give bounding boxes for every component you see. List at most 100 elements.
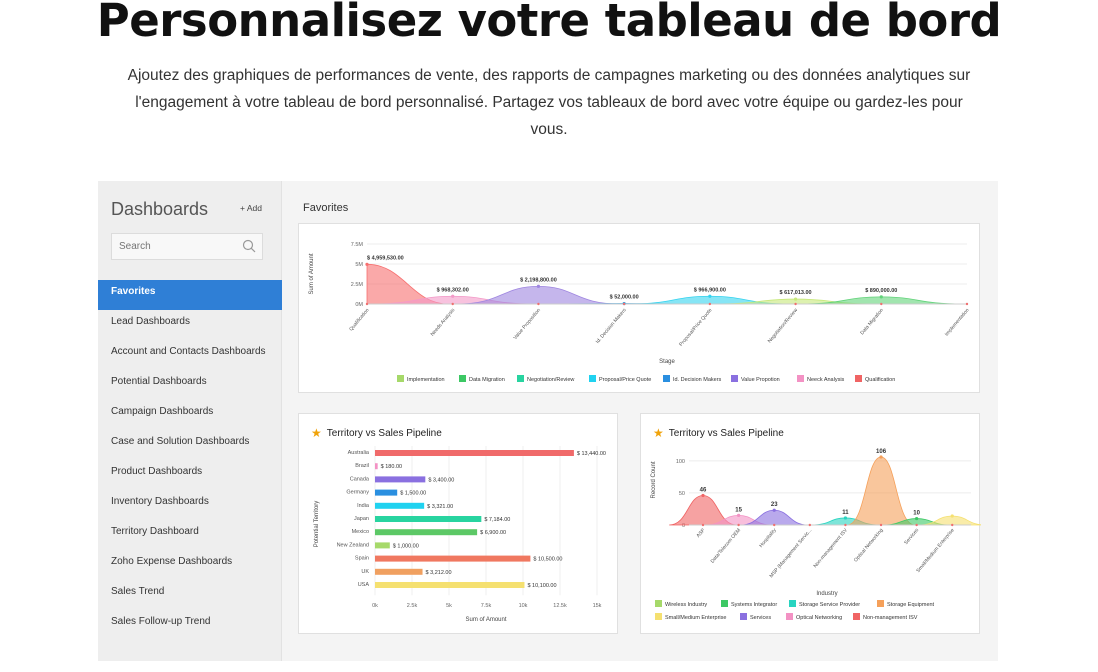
data-label: $ 52,000.00 xyxy=(610,295,639,301)
industry-area-chart: 0 50 100 Record Count 46 15 23 11 106 10 ASP Data/T… xyxy=(651,449,987,621)
data-label: 106 xyxy=(876,449,887,455)
sidebar-title: Dashboards xyxy=(111,199,209,219)
sidebar-item[interactable]: Potential Dashboards xyxy=(111,376,207,387)
data-label: 46 xyxy=(700,487,707,493)
sidebar-item[interactable]: Account and Contacts Dashboards xyxy=(111,346,266,357)
data-label: $ 10,500.00 xyxy=(533,557,562,563)
data-label: $ 10,100.00 xyxy=(527,583,556,589)
legend-swatch xyxy=(663,375,670,382)
data-point xyxy=(950,514,954,518)
y-tick-label: 50 xyxy=(679,491,685,497)
data-label: $ 13,440.00 xyxy=(577,451,606,457)
legend-swatch xyxy=(589,375,596,382)
search-input[interactable] xyxy=(112,234,232,259)
y-tick-label: Japan xyxy=(354,516,369,522)
legend-label: Data Migration xyxy=(469,377,505,383)
legend-label: Non-management ISV xyxy=(863,615,918,621)
data-point xyxy=(915,516,919,521)
search-icon[interactable] xyxy=(242,239,256,253)
x-tick-label: ASP xyxy=(695,527,706,539)
sidebar-list: Favorites Lead Dashboards Account and Cont… xyxy=(98,280,282,640)
legend-label: Id. Decision Makers xyxy=(673,377,722,383)
x-axis-label: Industry xyxy=(816,591,837,597)
legend-label: Implementation xyxy=(407,377,445,383)
main-content: Favorites 0M 2.5M 5M 7.5M Sum of Amount $ 4,9… xyxy=(282,181,998,661)
y-tick-label: Spain xyxy=(355,556,369,562)
legend-label: Wireless Industry xyxy=(665,602,707,608)
sidebar-item[interactable]: Sales Follow-up Trend xyxy=(111,616,211,627)
y-tick-label: 100 xyxy=(676,459,685,465)
legend-swatch xyxy=(740,613,747,620)
sidebar-item[interactable]: Inventory Dashboards xyxy=(111,496,209,507)
sidebar-item[interactable]: Lead Dashboards xyxy=(111,316,190,327)
y-tick-label: Mexico xyxy=(352,529,369,535)
sidebar-item[interactable]: Product Dashboards xyxy=(111,466,203,477)
data-label: $ 6,900.00 xyxy=(480,530,506,536)
y-tick-label: 0M xyxy=(355,302,363,308)
legend-label: Systems Integrator xyxy=(731,602,777,608)
x-tick-label: Value Proposition xyxy=(512,307,542,341)
x-tick-label: 5k xyxy=(446,603,452,609)
data-point xyxy=(737,513,741,517)
legend-label: Optical Networking xyxy=(796,615,842,621)
x-tick-label: 2.5k xyxy=(407,603,418,609)
data-point xyxy=(701,493,705,498)
legend-label: Storage Equipment xyxy=(887,602,935,608)
data-point xyxy=(879,455,883,459)
data-label: $ 2,198,800.00 xyxy=(520,277,557,283)
sidebar-item[interactable]: Territory Dashboard xyxy=(111,526,199,537)
x-tick-label: Data/Telecom OEM xyxy=(710,527,742,564)
x-tick-label: Negotiation/Review xyxy=(767,307,800,344)
x-tick-label: Non-management ISV xyxy=(813,527,850,569)
baseline-point xyxy=(737,523,740,527)
baseline-point xyxy=(880,302,883,306)
baseline-point xyxy=(844,523,847,527)
baseline-point xyxy=(808,523,812,527)
legend-swatch xyxy=(459,375,466,382)
baseline-point xyxy=(365,302,369,306)
data-point xyxy=(536,284,541,289)
territory-bar-chart: 0k 2.5k 5k 7.5k 10k 12.5k 15k Sum of Amount Pote… xyxy=(314,446,606,623)
card-title-text: Territory vs Sales Pipeline xyxy=(668,427,784,439)
data-label: $ 617,013.00 xyxy=(780,290,812,296)
data-label: $ 3,400.00 xyxy=(428,477,454,483)
sidebar-item[interactable]: Zoho Expense Dashboards xyxy=(111,556,233,567)
data-label: 23 xyxy=(771,502,778,508)
series-area xyxy=(847,456,915,526)
bar xyxy=(375,463,378,470)
data-point xyxy=(793,297,798,301)
hero-title: Personnalisez votre tableau de bord xyxy=(96,0,1002,47)
bar xyxy=(375,542,390,549)
star-icon[interactable]: ★ xyxy=(653,426,664,440)
card-title-text: Territory vs Sales Pipeline xyxy=(326,427,442,439)
sidebar-item[interactable]: Favorites xyxy=(98,280,282,310)
y-tick-label: 2.5M xyxy=(351,282,364,288)
y-tick-label: Brazil xyxy=(355,463,369,469)
bar xyxy=(375,502,425,509)
sidebar-item[interactable]: Sales Trend xyxy=(111,586,165,597)
legend-label: Negotiation/Review xyxy=(527,377,574,383)
star-icon[interactable]: ★ xyxy=(311,426,322,440)
x-tick-label: 15k xyxy=(593,603,602,609)
data-label: 10 xyxy=(913,511,920,517)
y-tick-label: Australia xyxy=(348,450,370,456)
x-tick-label: Id. Decision Makers xyxy=(595,307,628,345)
y-tick-label: 5M xyxy=(355,262,363,268)
x-tick-label: 0k xyxy=(372,603,378,609)
data-label: $ 968,302.00 xyxy=(437,287,469,293)
y-tick-label: Canada xyxy=(350,476,370,482)
legend-label: Neeck Analysis xyxy=(807,377,845,383)
card-title: ★ Territory vs Sales Pipeline xyxy=(311,426,442,440)
y-tick-label: New Zealand xyxy=(337,542,369,548)
add-dashboard-button[interactable]: + Add xyxy=(240,203,262,213)
sidebar-item[interactable]: Case and Solution Dashboards xyxy=(111,436,250,447)
data-label: $ 3,321.00 xyxy=(427,504,453,510)
bar xyxy=(375,476,426,483)
bar xyxy=(375,555,531,562)
x-tick-label: Optical Networking xyxy=(853,527,885,563)
legend-swatch xyxy=(721,600,728,607)
sidebar-item[interactable]: Campaign Dashboards xyxy=(111,406,214,417)
legend-label: Storage Service Provider xyxy=(799,602,860,608)
baseline-point xyxy=(794,302,797,306)
legend-swatch xyxy=(655,613,662,620)
